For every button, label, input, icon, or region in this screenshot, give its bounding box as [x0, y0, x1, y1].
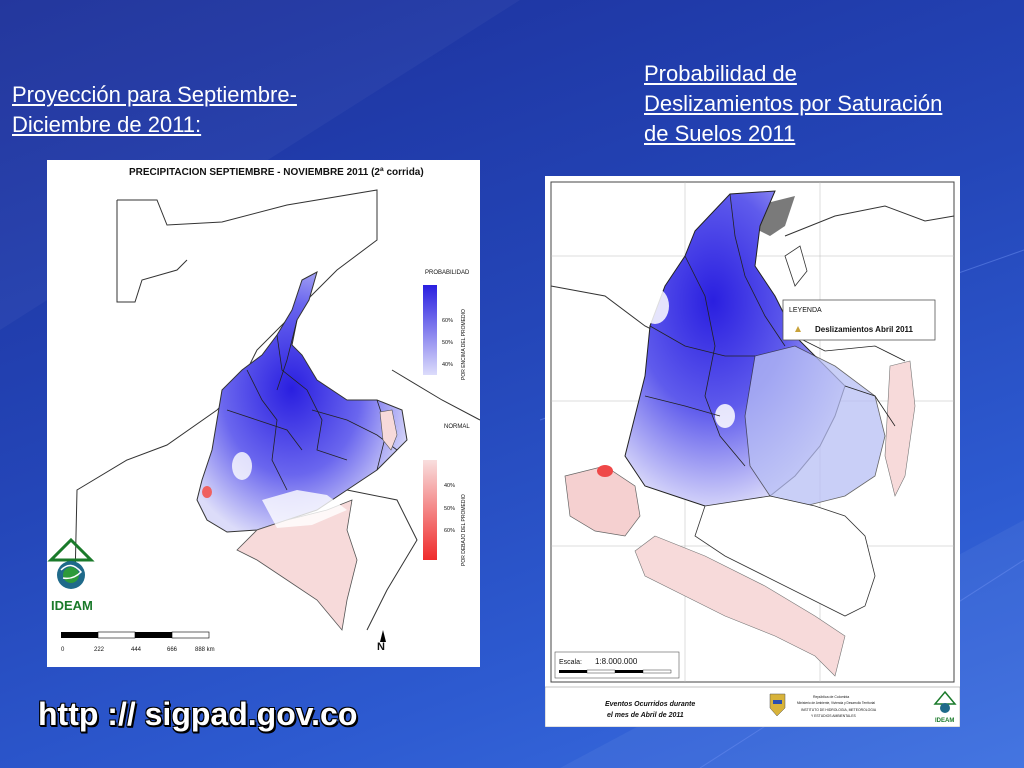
- north-label: N: [377, 641, 385, 653]
- scale-tick-444: 444: [131, 647, 142, 653]
- legend-probabilidad-label: PROBABILIDAD: [425, 270, 470, 276]
- legend-below-caption: POR DEBAJO DEL PROMEDIO: [461, 494, 467, 566]
- scale-tick-222: 222: [94, 647, 105, 653]
- footer-title-1: Eventos Ocurridos durante: [605, 701, 695, 708]
- legend-above-50: 50%: [442, 340, 453, 346]
- footer-org-4: Y ESTUDIOS AMBIENTALES: [811, 714, 856, 718]
- precipitation-map: PRECIPITACION SEPTIEMBRE - NOVIEMBRE 201…: [47, 160, 480, 667]
- footer-org-3: INSTITUTO DE HIDROLOGIA, METEOROLOGIA: [801, 708, 877, 712]
- legend-above-60: 60%: [442, 318, 453, 324]
- footer-title-2: el mes de Abril de 2011: [607, 712, 684, 719]
- legend-normal-label: NORMAL: [444, 424, 470, 430]
- ideam-logo-text: IDEAM: [51, 598, 93, 613]
- legend-below-50: 50%: [444, 506, 455, 512]
- footer-org-1: República de Colombia: [813, 695, 849, 699]
- right-scale-bar: Escala: 1:8.000.000: [554, 651, 680, 679]
- ideam-small-logo: IDEAM: [933, 690, 957, 724]
- legend-below-bar: [423, 460, 437, 560]
- legend-above-caption: POR ENCIMA DEL PROMEDIO: [461, 309, 467, 380]
- legend-above-bar: [423, 285, 437, 375]
- legend-above-40: 40%: [442, 362, 453, 368]
- right-title-link[interactable]: Probabilidad de Deslizamientos por Satur…: [644, 61, 943, 146]
- ideam-small-logo-text: IDEAM: [935, 718, 954, 724]
- left-title-link[interactable]: Proyección para Septiembre-Diciembre de …: [12, 82, 297, 137]
- source-url[interactable]: http :// sigpad.gov.co: [38, 696, 358, 732]
- footer-org-2: Ministerio de Ambiente, Vivienda y Desar…: [797, 701, 875, 705]
- legend-box: [782, 299, 936, 341]
- scale-tick-888: 888 km: [195, 647, 215, 653]
- scale-value: 1:8.000.000: [595, 657, 638, 666]
- ideam-logo: IDEAM: [47, 537, 95, 613]
- legend-item: Deslizamientos Abril 2011: [815, 325, 914, 334]
- north-arrow-icon: N: [377, 630, 386, 653]
- scale-label: Escala:: [559, 659, 582, 666]
- landslide-probability-map: LEYENDA Deslizamientos Abril 2011 Escala…: [545, 176, 960, 727]
- scale-tick-666: 666: [167, 647, 178, 653]
- legend-below-60: 60%: [444, 528, 455, 534]
- map-left-heading: PRECIPITACION SEPTIEMBRE - NOVIEMBRE 201…: [129, 167, 424, 178]
- scale-tick-0: 0: [61, 647, 65, 653]
- landslide-marker-icon: [795, 326, 801, 332]
- colombia-coat-of-arms-icon: [769, 693, 786, 717]
- scale-bar: 0 222 444 666 888 km: [61, 631, 215, 653]
- legend-title: LEYENDA: [789, 307, 822, 314]
- legend-below-40: 40%: [444, 483, 455, 489]
